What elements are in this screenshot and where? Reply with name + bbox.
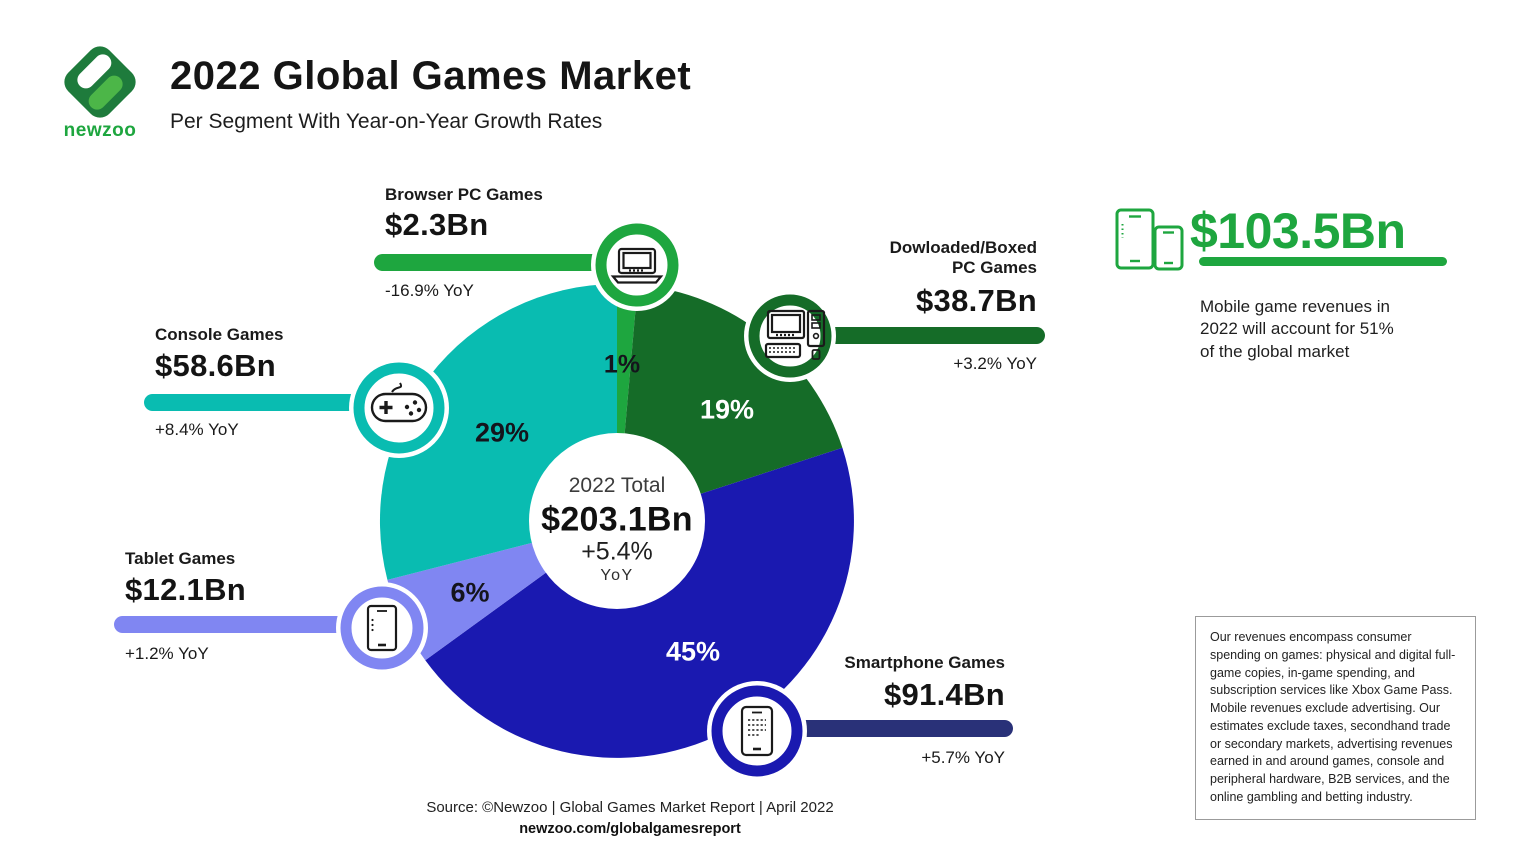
callout-downloaded-title-line1: Dowloaded/Boxed [889, 238, 1037, 257]
callout-downloaded-yoy: +3.2% YoY [953, 354, 1037, 373]
newzoo-wordmark: newzoo [63, 120, 137, 141]
mobile-devices-icon [1115, 208, 1184, 271]
center-total-value: $203.1Bn [541, 500, 693, 539]
bubble-ring-console [353, 362, 445, 454]
highlight-value: $103.5Bn [1190, 203, 1406, 259]
gamepad-icon [370, 382, 428, 423]
share-label-smartphone: 45% [665, 636, 721, 667]
callout-downloaded-title-line2: PC Games [951, 258, 1037, 277]
connector-console [144, 394, 389, 411]
share-label-downloaded: 19% [699, 394, 755, 425]
callout-tablet-value: $12.1Bn [125, 572, 246, 607]
connector-browser [374, 254, 624, 271]
laptop-icon [610, 247, 664, 284]
connector-smartphone [760, 720, 1013, 737]
center-total-label: 2022 Total [568, 474, 666, 497]
bubble-ring-tablet [340, 586, 424, 670]
highlight-underline [1199, 257, 1447, 266]
pie-chart [379, 284, 854, 758]
disclaimer-box: Our revenues encompass consumer spending… [1195, 616, 1476, 820]
callout-smartphone-title: Smartphone Games [844, 653, 1005, 672]
callout-tablet-title: Tablet Games [125, 549, 236, 568]
bubble-ring-browser [595, 223, 679, 307]
smartphone-icon [740, 705, 774, 757]
bubble-ring-smartphone [711, 685, 803, 777]
connector-tablet [114, 616, 369, 633]
center-yoy-unit: YoY [600, 567, 634, 584]
connector-bars [114, 254, 1045, 737]
share-label-browser: 1% [603, 350, 641, 379]
center-yoy-value: +5.4% [581, 537, 653, 566]
callout-smartphone-yoy: +5.7% YoY [921, 748, 1005, 767]
desktop-pc-icon [764, 309, 826, 360]
callout-downloaded-value: $38.7Bn [916, 283, 1037, 318]
page-subtitle: Per Segment With Year-on-Year Growth Rat… [170, 110, 603, 133]
callout-browser-value: $2.3Bn [385, 207, 489, 242]
callout-console-value: $58.6Bn [155, 348, 276, 383]
report-url: newzoo.com/globalgamesreport [519, 821, 741, 837]
page-title: 2022 Global Games Market [170, 54, 692, 98]
donut-hole [529, 433, 705, 609]
callout-console-yoy: +8.4% YoY [155, 420, 239, 439]
newzoo-logo-icon [64, 46, 136, 118]
connector-downloaded [795, 327, 1045, 344]
callout-tablet-yoy: +1.2% YoY [125, 644, 209, 663]
share-label-tablet: 6% [450, 577, 490, 608]
callout-browser-yoy: -16.9% YoY [385, 281, 474, 300]
share-label-console: 29% [474, 417, 530, 448]
highlight-text: Mobile game revenues in 2022 will accoun… [1200, 297, 1394, 361]
callout-browser-title: Browser PC Games [385, 185, 543, 204]
callout-smartphone-value: $91.4Bn [884, 677, 1005, 712]
tablet-icon [366, 604, 398, 652]
source-line: Source: ©Newzoo | Global Games Market Re… [426, 799, 834, 816]
callout-console-title: Console Games [155, 325, 284, 344]
